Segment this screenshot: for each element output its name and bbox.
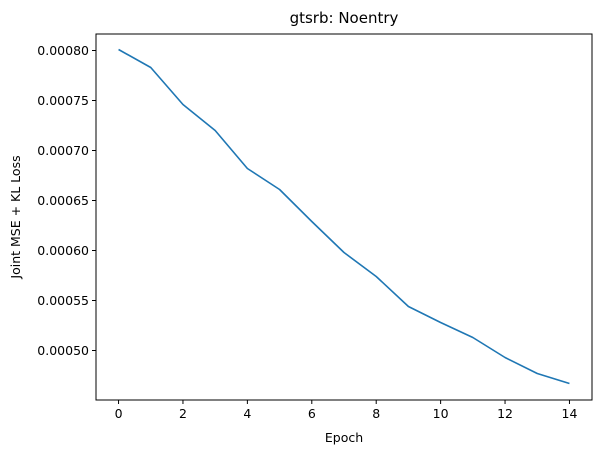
y-tick-label: 0.00075 [37, 93, 89, 108]
x-tick-label: 4 [243, 406, 251, 421]
y-tick-label: 0.00055 [37, 293, 89, 308]
x-tick-label: 12 [497, 406, 513, 421]
x-tick-label: 14 [562, 406, 578, 421]
x-tick-label: 2 [179, 406, 187, 421]
y-tick-label: 0.00050 [37, 343, 89, 358]
x-tick-label: 8 [372, 406, 380, 421]
chart-title: gtsrb: Noentry [290, 9, 399, 27]
x-axis-label: Epoch [325, 430, 363, 445]
x-tick-label: 0 [115, 406, 123, 421]
y-axis: 0.00050 0.00055 0.00060 0.00065 0.00070 0.000… [37, 43, 96, 358]
series-line-0 [118, 48, 570, 385]
x-tick-label: 6 [308, 406, 316, 421]
y-tick-label: 0.00070 [37, 143, 89, 158]
plot-frame [95, 33, 593, 401]
y-tick-label: 0.00080 [37, 43, 89, 58]
x-axis: 0 2 4 6 8 10 12 14 [115, 400, 578, 421]
x-tick-label: 10 [433, 406, 449, 421]
plot-area [118, 48, 570, 385]
y-tick-label: 0.00060 [37, 243, 89, 258]
y-axis-label: Joint MSE + KL Loss [8, 155, 23, 279]
y-tick-label: 0.00065 [37, 193, 89, 208]
